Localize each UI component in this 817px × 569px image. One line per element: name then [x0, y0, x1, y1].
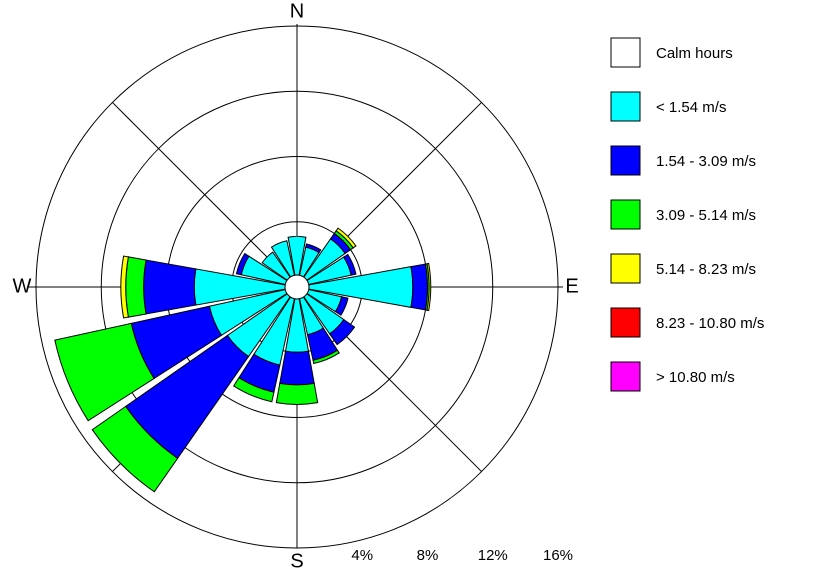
wind-segment	[410, 263, 428, 311]
legend-swatch	[610, 91, 641, 122]
legend-swatch	[610, 253, 641, 284]
ring-label: 8%	[417, 547, 439, 564]
wind-segment	[54, 322, 155, 422]
legend-label: 8.23 - 10.80 m/s	[656, 315, 764, 332]
direction-label: W	[13, 275, 32, 297]
direction-label: N	[290, 0, 304, 22]
wind-segment	[287, 235, 307, 288]
wind-segment	[275, 382, 319, 405]
ring-label: 16%	[543, 547, 573, 564]
wind-segment	[305, 243, 322, 254]
wind-segment	[312, 349, 340, 365]
wind-segment	[328, 318, 356, 346]
legend-swatch	[610, 199, 641, 230]
legend-swatch	[610, 37, 641, 68]
calm-circle	[284, 274, 310, 300]
legend-label: Calm hours	[656, 45, 733, 62]
wind-segment	[232, 376, 275, 403]
spoke	[112, 102, 298, 288]
ring-label: 4%	[351, 547, 373, 564]
direction-label: E	[565, 275, 578, 297]
wind-segment	[143, 259, 197, 315]
wind-segment	[270, 240, 298, 288]
legend-swatch	[610, 145, 641, 176]
wind-segment	[426, 262, 432, 312]
legend-swatch	[610, 307, 641, 338]
legend-swatch	[610, 361, 641, 392]
wind-segment	[235, 252, 250, 276]
legend-label: 1.54 - 3.09 m/s	[656, 153, 756, 170]
direction-label: S	[290, 550, 303, 569]
wind-segment	[125, 256, 147, 318]
wind-segment	[334, 296, 349, 316]
wind-segment	[335, 227, 357, 249]
ring-label: 12%	[478, 547, 508, 564]
wind-segment	[91, 405, 179, 493]
legend-label: 5.14 - 8.23 m/s	[656, 261, 756, 278]
wind-segment	[343, 253, 357, 276]
legend-label: > 10.80 m/s	[656, 369, 735, 386]
wind-segment	[120, 255, 129, 319]
wind-segment	[279, 350, 315, 386]
legend-label: < 1.54 m/s	[656, 99, 726, 116]
legend-label: 3.09 - 5.14 m/s	[656, 207, 756, 224]
